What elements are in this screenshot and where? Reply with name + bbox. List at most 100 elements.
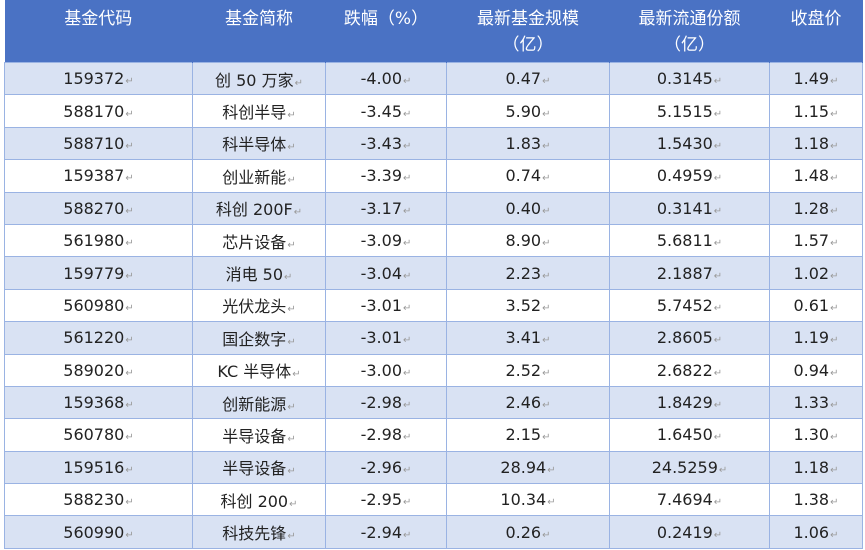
paragraph-mark-icon: ↵ bbox=[403, 400, 412, 412]
table-row: 159516↵ 半导设备↵ -2.96↵ 28.94↵ 24.5259↵ 1.18↵ bbox=[4, 450, 863, 485]
paragraph-mark-icon: ↵ bbox=[403, 529, 412, 541]
paragraph-mark-icon: ↵ bbox=[125, 140, 134, 152]
cell-circulating-shares: 0.3141↵ bbox=[609, 191, 770, 225]
header-decline-pct-label: 跌幅（%） bbox=[343, 9, 429, 29]
cell-circulating-shares-text: 5.6811 bbox=[656, 231, 713, 251]
paragraph-mark-icon: ↵ bbox=[125, 108, 134, 120]
cell-fund-name: 半导设备↵ bbox=[192, 450, 326, 485]
cell-decline-pct-text: -2.94 bbox=[360, 522, 402, 542]
header-close-price: 收盘价 bbox=[769, 0, 863, 63]
cell-circulating-shares-text: 1.8429 bbox=[656, 393, 713, 413]
cell-close-price-text: 1.06 bbox=[793, 522, 830, 542]
cell-circulating-shares: 2.8605↵ bbox=[609, 321, 770, 355]
cell-decline-pct-text: -3.43 bbox=[360, 133, 402, 153]
cell-fund-size: 3.52↵ bbox=[446, 288, 610, 323]
cell-fund-size: 2.15↵ bbox=[446, 418, 610, 452]
paragraph-mark-icon: ↵ bbox=[713, 270, 723, 282]
cell-fund-size-text: 2.46 bbox=[505, 393, 542, 413]
paragraph-mark-icon: ↵ bbox=[287, 433, 296, 445]
paragraph-mark-icon: ↵ bbox=[403, 335, 412, 347]
cell-close-price-text: 1.15 bbox=[793, 101, 830, 121]
cell-fund-name: 创新能源↵ bbox=[192, 385, 326, 420]
cell-circulating-shares-text: 0.4959 bbox=[656, 166, 713, 186]
cell-fund-code: 560980↵ bbox=[4, 288, 193, 323]
cell-circulating-shares-text: 1.5430 bbox=[656, 133, 713, 153]
cell-fund-code-text: 560990 bbox=[63, 522, 125, 542]
cell-fund-size-text: 2.52 bbox=[505, 360, 542, 380]
paragraph-mark-icon: ↵ bbox=[287, 142, 296, 154]
cell-fund-name-text: 半导设备 bbox=[222, 426, 287, 446]
cell-fund-code: 560990↵ bbox=[4, 515, 193, 549]
cell-fund-name-text: 科半导体 bbox=[222, 135, 287, 155]
cell-close-price: 1.30↵ bbox=[769, 418, 863, 452]
cell-fund-code-text: 561980 bbox=[63, 231, 125, 251]
paragraph-mark-icon: ↵ bbox=[403, 238, 412, 250]
cell-circulating-shares-text: 2.6822 bbox=[656, 360, 713, 380]
cell-fund-name: 消电 50↵ bbox=[192, 256, 326, 290]
cell-fund-size: 8.90↵ bbox=[446, 223, 610, 258]
paragraph-mark-icon: ↵ bbox=[403, 302, 412, 314]
paragraph-mark-icon: ↵ bbox=[125, 335, 134, 347]
paragraph-mark-icon: ↵ bbox=[125, 367, 134, 379]
paragraph-mark-icon: ↵ bbox=[542, 173, 551, 185]
cell-circulating-shares: 24.5259↵ bbox=[609, 450, 770, 485]
header-fund-code-label: 基金代码 bbox=[64, 9, 133, 29]
cell-fund-name-text: 创业新能 bbox=[222, 167, 287, 187]
table-row: 561220↵ 国企数字↵ -3.01↵ 3.41↵ 2.8605↵ 1.19↵ bbox=[4, 321, 863, 355]
paragraph-mark-icon: ↵ bbox=[830, 140, 839, 152]
cell-fund-name: 国企数字↵ bbox=[192, 321, 326, 355]
paragraph-mark-icon: ↵ bbox=[287, 401, 296, 413]
cell-fund-size-text: 3.41 bbox=[505, 328, 542, 348]
paragraph-mark-icon: ↵ bbox=[125, 400, 134, 412]
paragraph-mark-icon: ↵ bbox=[125, 302, 134, 314]
fund-table-container: 基金代码 基金简称 跌幅（%） 最新基金规模 （亿） 最新流通份额 （亿） 收盘价 15937… bbox=[4, 0, 863, 549]
cell-fund-code-text: 560780 bbox=[63, 425, 125, 445]
paragraph-mark-icon: ↵ bbox=[125, 76, 134, 88]
cell-close-price-text: 0.94 bbox=[793, 360, 830, 380]
paragraph-mark-icon: ↵ bbox=[542, 76, 551, 88]
table-row: 159779↵ 消电 50↵ -3.04↵ 2.23↵ 2.1887↵ 1.02↵ bbox=[4, 256, 863, 290]
cell-close-price-text: 0.61 bbox=[793, 295, 830, 315]
cell-fund-code: 159372↵ bbox=[4, 61, 193, 96]
cell-fund-name-text: 芯片设备 bbox=[222, 232, 287, 252]
paragraph-mark-icon: ↵ bbox=[718, 464, 728, 476]
cell-fund-size-text: 3.52 bbox=[505, 295, 542, 315]
table-row: 588710↵ 科半导体↵ -3.43↵ 1.83↵ 1.5430↵ 1.18↵ bbox=[4, 126, 863, 161]
cell-fund-name: 半导设备↵ bbox=[192, 418, 326, 452]
cell-decline-pct: -2.96↵ bbox=[325, 450, 447, 485]
cell-fund-code: 561980↵ bbox=[4, 223, 193, 258]
cell-circulating-shares: 7.4694↵ bbox=[609, 483, 770, 517]
paragraph-mark-icon: ↵ bbox=[403, 464, 412, 476]
cell-fund-code-text: 589020 bbox=[63, 360, 125, 380]
paragraph-mark-icon: ↵ bbox=[542, 335, 551, 347]
paragraph-mark-icon: ↵ bbox=[713, 108, 723, 120]
cell-circulating-shares-text: 2.1887 bbox=[656, 263, 713, 283]
cell-close-price: 1.33↵ bbox=[769, 385, 863, 420]
cell-fund-code: 159516↵ bbox=[4, 450, 193, 485]
cell-close-price-text: 1.19 bbox=[793, 328, 830, 348]
paragraph-mark-icon: ↵ bbox=[125, 432, 134, 444]
cell-circulating-shares-text: 1.6450 bbox=[656, 425, 713, 445]
cell-fund-size: 3.41↵ bbox=[446, 321, 610, 355]
cell-decline-pct-text: -2.98 bbox=[360, 393, 402, 413]
paragraph-mark-icon: ↵ bbox=[542, 270, 551, 282]
cell-fund-size: 0.74↵ bbox=[446, 159, 610, 193]
cell-fund-code: 588170↵ bbox=[4, 94, 193, 128]
paragraph-mark-icon: ↵ bbox=[294, 77, 303, 89]
paragraph-mark-icon: ↵ bbox=[542, 432, 551, 444]
cell-fund-name-text: 科创 200F bbox=[215, 200, 293, 220]
cell-fund-name-text: 光伏龙头 bbox=[222, 297, 287, 317]
cell-circulating-shares-text: 0.3141 bbox=[656, 198, 713, 218]
header-circulating-shares: 最新流通份额 （亿） bbox=[609, 0, 770, 63]
cell-fund-code: 159779↵ bbox=[4, 256, 193, 290]
paragraph-mark-icon: ↵ bbox=[830, 302, 839, 314]
paragraph-mark-icon: ↵ bbox=[542, 400, 551, 412]
cell-fund-code-text: 588230 bbox=[63, 490, 125, 510]
header-close-price-label: 收盘价 bbox=[790, 9, 842, 29]
cell-decline-pct-text: -3.45 bbox=[360, 101, 402, 121]
header-circulating-shares-label: 最新流通份额 bbox=[638, 9, 741, 29]
paragraph-mark-icon: ↵ bbox=[125, 497, 134, 509]
paragraph-mark-icon: ↵ bbox=[830, 205, 839, 217]
paragraph-mark-icon: ↵ bbox=[713, 400, 723, 412]
cell-fund-size-text: 2.15 bbox=[505, 425, 542, 445]
